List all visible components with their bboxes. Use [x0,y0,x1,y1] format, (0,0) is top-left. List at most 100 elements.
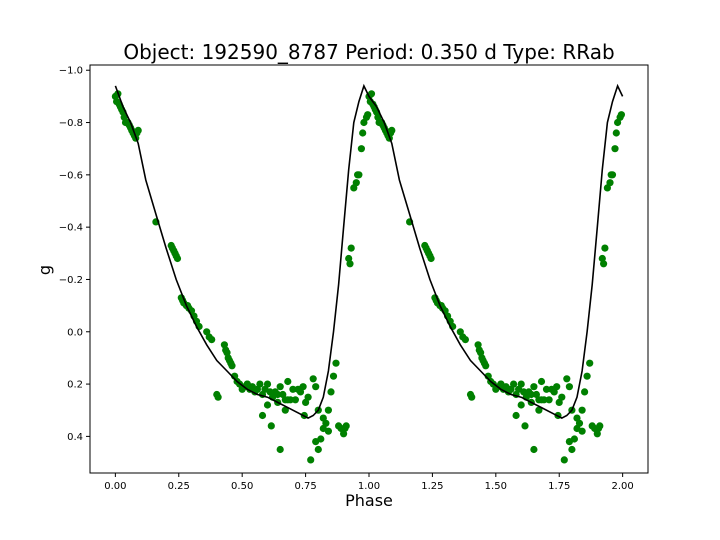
data-point [537,377,546,386]
data-point [586,359,594,367]
data-point [517,380,525,388]
x-tick-label: 0.25 [168,481,190,492]
data-point [461,336,469,344]
x-tick-label: 0.50 [231,481,253,492]
data-point [581,388,589,396]
chart-title: Object: 192590_8787 Period: 0.350 d Type… [123,40,614,64]
data-point [304,393,312,401]
data-point [530,445,538,454]
data-point [208,336,216,344]
data-point [329,372,338,380]
data-point [565,438,574,446]
data-point [600,260,608,268]
y-tick-label: −0.6 [59,170,83,181]
data-point [274,390,282,399]
data-point [291,396,299,404]
data-point [612,129,620,137]
data-point [530,383,538,391]
data-point [324,406,332,414]
x-tick-label: 1.50 [485,481,507,492]
data-point [276,383,284,391]
y-tick-label: 0.0 [67,327,83,338]
data-point [427,254,435,263]
data-point [214,393,222,401]
data-point [560,456,568,464]
data-point [537,396,546,404]
data-point [314,445,322,454]
data-point [512,411,520,420]
data-point [284,396,292,404]
data-point [173,254,182,263]
data-point [312,383,320,391]
data-point [608,171,617,179]
data-point [542,385,551,393]
data-point [342,422,350,430]
x-tick-label: 0.00 [104,481,126,492]
y-tick-label: −0.8 [59,118,83,129]
x-tick-label: 1.00 [358,481,380,492]
y-axis-ticks: −1.0 −0.8 −0.6 −0.4 −0.2 0.0 0.2 0.4 [59,66,90,443]
data-point [324,427,332,435]
data-point [596,422,604,430]
x-tick-label: 1.75 [548,481,570,492]
data-point [568,445,576,454]
data-point [359,129,367,137]
x-tick-label: 0.75 [294,481,316,492]
data-point [228,362,236,370]
data-point [521,422,529,430]
data-point [565,383,574,391]
data-point [307,456,315,464]
x-tick-label: 2.00 [612,481,634,492]
y-tick-label: −0.4 [59,223,83,234]
data-point [346,260,354,268]
data-point [578,406,586,414]
y-axis-label: g [35,265,54,275]
data-point [545,396,553,404]
data-point [327,388,335,396]
data-point [617,111,626,119]
data-point [284,377,292,386]
x-axis-ticks: 0.00 0.25 0.50 0.75 1.00 1.25 1.50 1.75 2.00 [104,473,634,492]
data-point [312,438,320,446]
data-point [497,380,505,388]
data-point [347,244,355,252]
data-point [256,380,264,388]
data-point [263,401,272,409]
y-tick-label: −1.0 [59,66,83,77]
data-point [267,422,275,430]
data-point [509,380,518,388]
data-point [332,359,340,367]
data-point [364,111,372,119]
data-point [606,179,614,187]
data-point [134,126,142,134]
x-tick-label: 1.25 [421,481,443,492]
data-point [553,383,561,391]
model-curve [114,83,624,420]
data-point [281,406,289,414]
data-point [357,145,365,153]
data-point [289,385,297,393]
data-point [482,362,490,370]
data-point [558,393,566,401]
data-point [309,375,317,383]
data-point [535,406,543,414]
data-point [563,375,571,383]
data-point [611,145,619,153]
data-point [367,90,376,98]
data-point [355,171,363,179]
data-point [243,380,251,388]
y-tick-label: 0.2 [67,380,83,391]
data-point [258,411,267,420]
data-point [527,390,535,399]
data-point [276,445,284,454]
data-point [583,372,591,380]
x-axis-label: Phase [345,491,393,510]
data-point [468,393,476,401]
plot-frame [89,64,649,474]
data-point [601,244,609,252]
data-point [352,179,360,187]
data-point [578,427,586,435]
y-tick-label: 0.4 [67,432,83,443]
